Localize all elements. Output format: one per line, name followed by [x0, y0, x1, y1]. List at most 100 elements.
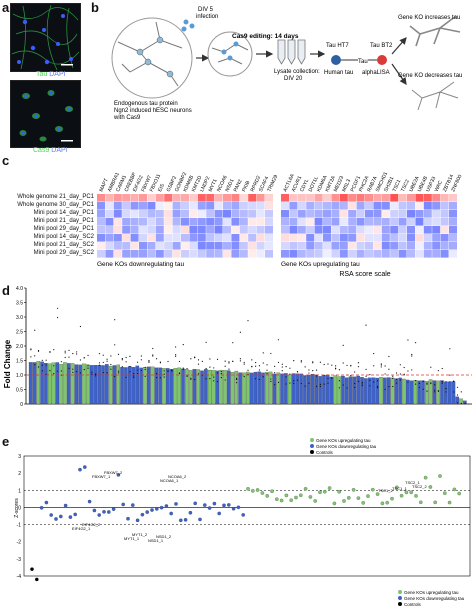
heatmap-cell — [239, 242, 248, 250]
neuron-decrease-icon — [411, 81, 459, 111]
heatmap-cell — [139, 210, 147, 218]
fold-change-bar — [451, 381, 456, 405]
heatmap-cell — [281, 234, 289, 242]
replicate-point — [114, 344, 116, 346]
zscore-point — [308, 495, 313, 499]
heatmap-cell — [265, 250, 273, 258]
heatmap-cell — [432, 234, 441, 242]
heatmap-cell — [139, 250, 147, 258]
heatmap-cell — [440, 218, 449, 226]
zscore-point — [457, 491, 462, 496]
replicate-point — [262, 362, 264, 364]
zscore-point — [298, 493, 303, 498]
heatmap-cell — [314, 250, 323, 258]
heatmap-cell — [223, 234, 231, 242]
replicate-point — [365, 375, 367, 377]
heatmap-cell — [348, 226, 357, 234]
fold-change-bar — [322, 375, 326, 405]
heatmap-cell — [331, 226, 340, 234]
zscore-point — [222, 503, 226, 508]
fold-change-bar — [436, 380, 440, 405]
acceptor-bead-icon — [377, 55, 387, 65]
y-tick-label: 0.5 — [16, 388, 23, 394]
heatmap-cell — [231, 242, 240, 250]
zscore-point — [361, 501, 366, 505]
zscore-point — [260, 491, 265, 495]
fold-change-bar — [162, 368, 166, 405]
heatmap-cell — [314, 226, 323, 234]
fold-change-bar — [417, 380, 421, 405]
replicate-point — [441, 382, 443, 384]
heatmap-cell — [248, 242, 257, 250]
heatmap-cell — [181, 210, 189, 218]
heatmap-cell — [297, 210, 306, 218]
replicate-point — [114, 319, 116, 321]
fold-change-bar — [337, 376, 341, 405]
replicate-point — [315, 375, 318, 377]
replicate-point — [392, 377, 394, 380]
gene-tick-label: WAC — [434, 180, 444, 193]
heatmap-cell — [365, 194, 373, 202]
fold-change-bar — [32, 362, 37, 405]
fold-change-bar — [173, 368, 178, 405]
replicate-point — [361, 381, 363, 383]
replicate-point — [155, 358, 158, 360]
zscore-point — [423, 475, 428, 480]
label-dapi: DAPI — [49, 71, 66, 78]
heatmap-cell — [231, 202, 240, 210]
replicate-point — [300, 360, 302, 362]
neuron-culture-icon — [111, 17, 193, 99]
heatmap-cell — [197, 210, 206, 218]
ko-decrease-label: Gene KO decreases tau — [398, 73, 462, 79]
heatmap-cell — [239, 218, 248, 226]
bottom-legend-marker — [398, 602, 402, 606]
replicate-point — [114, 375, 116, 378]
replicate-point — [159, 361, 161, 363]
heatmap-cell — [390, 242, 399, 250]
heatmap-cell — [97, 202, 105, 210]
replicate-point — [194, 378, 196, 381]
replicate-point — [41, 370, 43, 372]
fold-change-bar — [154, 367, 159, 405]
heatmap-cell — [239, 202, 248, 210]
heatmap-cell — [398, 194, 407, 202]
fold-change-bar — [36, 361, 41, 405]
heatmap-cell — [449, 202, 457, 210]
replicate-point — [437, 390, 440, 392]
fold-change-bar — [82, 363, 86, 405]
replicate-point — [247, 373, 249, 375]
plot-frame — [23, 455, 471, 577]
heatmap-cell — [331, 242, 340, 250]
heatmap-cell — [105, 194, 114, 202]
replicate-point — [49, 370, 51, 372]
panel-label-c: c — [2, 153, 10, 168]
zscore-chart: Z-scores 3 2 1 0 -1 -2 -3 -4 Gene KOs upregulati… — [14, 438, 471, 607]
heatmap-cell — [440, 210, 449, 218]
replicate-point — [304, 375, 306, 377]
heatmap-cell — [130, 218, 139, 226]
fold-change-bar — [265, 372, 269, 405]
replicate-point — [167, 360, 169, 363]
replicate-point — [460, 391, 462, 393]
zscore-point — [131, 503, 135, 507]
heatmap-cell — [407, 242, 415, 250]
zscore-point — [255, 488, 260, 492]
gene-tick-label: MAPT — [98, 178, 109, 193]
replicate-point — [266, 364, 268, 366]
heatmap-cell — [306, 226, 315, 234]
replicate-point — [403, 366, 405, 369]
fold-change-bar — [74, 364, 79, 405]
zscore-point — [126, 516, 130, 521]
replicate-point — [319, 383, 321, 385]
replicate-point — [53, 373, 55, 375]
heatmap-cell — [356, 226, 365, 234]
fold-change-bar — [405, 379, 410, 405]
heatmap-cell — [381, 202, 390, 210]
replicate-point — [167, 370, 169, 372]
replicate-point — [136, 361, 139, 363]
heatmap-cell — [381, 194, 390, 202]
replicate-point — [395, 372, 398, 374]
z-tick-label: 3 — [18, 454, 21, 460]
fold-change-bar — [211, 370, 216, 405]
replicate-point — [79, 359, 82, 361]
